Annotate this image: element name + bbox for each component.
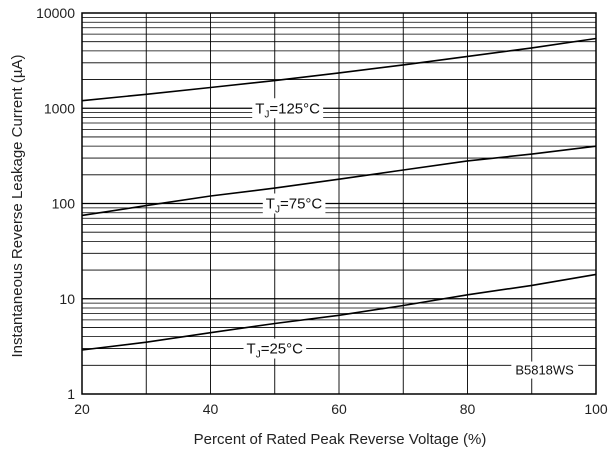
y-tick-label: 10 xyxy=(59,291,75,307)
chart-grid xyxy=(82,13,596,394)
x-tick-label: 40 xyxy=(203,401,219,417)
series-label-1: TJ=75°C xyxy=(262,193,326,216)
x-tick-label: 100 xyxy=(584,401,608,417)
label-subscript: J xyxy=(275,205,280,216)
label-suffix: =125°C xyxy=(269,100,320,117)
series-label-text: TJ=25°C xyxy=(247,341,304,361)
part-number-background xyxy=(511,361,579,379)
x-axis-label: Percent of Rated Peak Reverse Voltage (%… xyxy=(194,431,487,448)
y-tick-label: 100 xyxy=(52,196,76,212)
series-label-text: TJ=125°C xyxy=(255,100,320,120)
series-line-2 xyxy=(81,273,597,351)
x-tick-label: 20 xyxy=(74,401,90,417)
series-labels: TJ=125°CTJ=75°CTJ=25°C xyxy=(243,98,326,361)
part-number-label: B5818WS xyxy=(515,363,574,378)
y-tick-label: 10000 xyxy=(36,5,75,21)
y-axis-label: Instantaneous Reverse Leakage Current (µ… xyxy=(9,55,26,358)
series-label-text: TJ=75°C xyxy=(266,196,323,216)
label-prefix: T xyxy=(247,341,256,358)
y-tick-label: 1 xyxy=(67,386,75,402)
label-subscript: J xyxy=(264,109,269,120)
label-prefix: T xyxy=(255,100,264,117)
series-line-0 xyxy=(81,37,597,102)
x-tick-label: 60 xyxy=(331,401,347,417)
label-suffix: =75°C xyxy=(280,196,322,213)
x-tick-label: 80 xyxy=(460,401,476,417)
y-tick-label: 1000 xyxy=(44,100,75,116)
tick-labels: 20 40 60 80 100 1 10 100 1000 10000 xyxy=(36,5,608,417)
label-prefix: T xyxy=(266,196,275,213)
label-subscript: J xyxy=(256,350,261,361)
label-background xyxy=(262,193,326,214)
series-line-1 xyxy=(81,145,597,217)
series-label-0: TJ=125°C xyxy=(252,98,324,120)
label-suffix: =25°C xyxy=(261,341,303,358)
chart-series xyxy=(81,37,597,351)
series-label-2: TJ=25°C xyxy=(243,338,307,361)
plot-frame xyxy=(81,12,597,395)
label-background xyxy=(252,98,324,119)
label-background xyxy=(243,338,307,359)
